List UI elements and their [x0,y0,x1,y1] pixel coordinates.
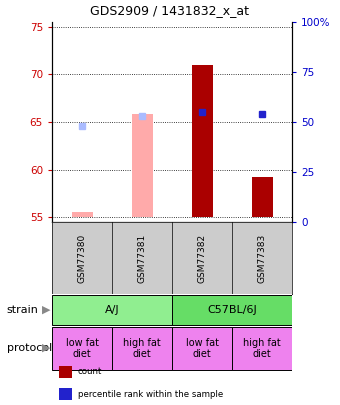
Text: ▶: ▶ [42,305,50,315]
Bar [191,65,212,217]
Text: low fat
diet: low fat diet [186,338,219,359]
Bar [172,327,232,370]
Bar [71,213,92,217]
Text: high fat
diet: high fat diet [123,338,161,359]
Bar [112,327,172,370]
Bar [52,295,172,325]
Bar [232,327,292,370]
Text: GSM77380: GSM77380 [78,233,86,283]
Text: ▶: ▶ [42,343,50,353]
Text: protocol: protocol [7,343,52,353]
Text: GSM77382: GSM77382 [198,233,206,283]
Text: GSM77383: GSM77383 [257,233,267,283]
Bar [52,327,112,370]
Text: GDS2909 / 1431832_x_at: GDS2909 / 1431832_x_at [90,4,250,17]
Text: low fat
diet: low fat diet [66,338,99,359]
Text: A/J: A/J [105,305,119,315]
Text: GSM77381: GSM77381 [137,233,147,283]
Bar [132,114,153,217]
Text: high fat
diet: high fat diet [243,338,281,359]
Text: percentile rank within the sample: percentile rank within the sample [78,390,223,399]
Bar [252,177,272,217]
Text: strain: strain [7,305,39,315]
Text: C57BL/6J: C57BL/6J [207,305,257,315]
Text: count: count [78,367,102,377]
Bar [172,295,292,325]
